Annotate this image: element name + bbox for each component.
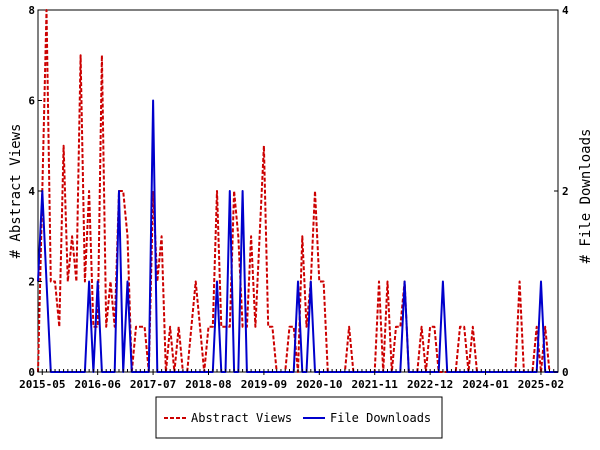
x-tick-label: 2021-11 — [352, 378, 399, 391]
y-left-tick-label: 2 — [28, 276, 35, 289]
x-tick-label: 2025-02 — [518, 378, 564, 391]
ticks-layer: 2015-05 2016-06 2017-07 2018-08 2019-09 2020-… — [19, 4, 569, 391]
x-tick-label: 2015-05 — [19, 378, 65, 391]
y-right-tick-label: 4 — [562, 4, 569, 17]
legend-label-abstract-views: Abstract Views — [191, 411, 292, 425]
y-left-tick-label: 6 — [28, 95, 35, 108]
y-left-tick-label: 8 — [28, 4, 35, 17]
y-right-tick-label: 0 — [562, 366, 569, 379]
y-axis-right-title: # File Downloads — [578, 129, 594, 264]
series-line-file-downloads — [37, 99, 558, 373]
x-tick-label: 2018-08 — [185, 378, 231, 391]
x-tick-label: 2017-07 — [130, 378, 176, 391]
x-tick-label: 2019-09 — [241, 378, 287, 391]
x-tick-label: 2016-06 — [74, 378, 121, 391]
y-left-tick-label: 4 — [28, 185, 35, 198]
legend-box — [155, 396, 443, 439]
x-tick-label: 2024-01 — [462, 378, 509, 391]
x-tick-label: 2022-12 — [407, 378, 453, 391]
plot-area — [37, 9, 559, 373]
y-axis-left-title: # Abstract Views — [8, 124, 24, 259]
legend: Abstract Views File Downloads — [155, 396, 443, 439]
y-left-tick-label: 0 — [28, 366, 35, 379]
x-tick-label: 2020-10 — [296, 378, 342, 391]
y-right-tick-label: 2 — [562, 185, 569, 198]
legend-label-file-downloads: File Downloads — [330, 411, 431, 425]
